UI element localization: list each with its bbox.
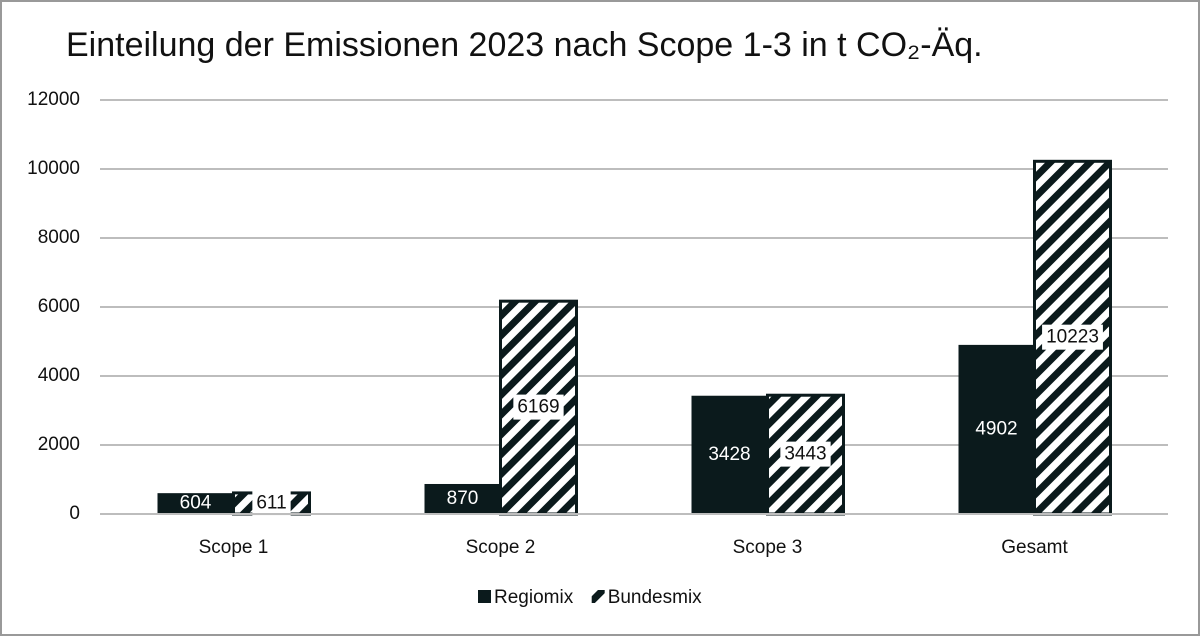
value-label: 3443	[784, 444, 826, 465]
value-label-group: 6169	[513, 394, 564, 420]
value-label-bg	[513, 394, 564, 420]
legend-swatch	[591, 590, 605, 603]
bar	[691, 395, 768, 514]
value-label: 6169	[517, 397, 559, 418]
legend-swatch	[478, 590, 491, 603]
legend-label: Regiomix	[494, 587, 574, 608]
bar	[958, 344, 1035, 514]
x-tick-label: Scope 2	[466, 537, 536, 558]
y-tick-label: 0	[69, 503, 80, 524]
value-label-group: 10223	[1042, 324, 1103, 350]
y-tick-label: 2000	[38, 434, 80, 455]
value-label: 604	[180, 493, 212, 514]
value-label: 3428	[708, 444, 750, 465]
value-label-bg	[1042, 324, 1103, 350]
y-tick-label: 6000	[38, 296, 80, 317]
y-tick-label: 8000	[38, 227, 80, 248]
y-tick-label: 10000	[27, 158, 80, 179]
value-label: 4902	[975, 418, 1017, 439]
value-label-bg	[252, 490, 291, 516]
value-label: 611	[256, 492, 286, 513]
value-label-bg	[780, 441, 831, 467]
x-tick-label: Scope 3	[733, 537, 803, 558]
y-tick-label: 4000	[38, 365, 80, 386]
value-label: 870	[447, 488, 479, 509]
value-label-group: 3443	[780, 441, 831, 467]
bar	[424, 483, 501, 514]
legend-label: Bundesmix	[608, 587, 702, 608]
y-tick-label: 12000	[27, 89, 80, 110]
x-tick-label: Scope 1	[199, 537, 269, 558]
value-label: 10223	[1046, 327, 1099, 348]
value-label-group: 611	[252, 490, 291, 516]
x-tick-label: Gesamt	[1001, 537, 1068, 558]
chart-title: Einteilung der Emissionen 2023 nach Scop…	[66, 26, 983, 64]
bar	[157, 493, 234, 514]
